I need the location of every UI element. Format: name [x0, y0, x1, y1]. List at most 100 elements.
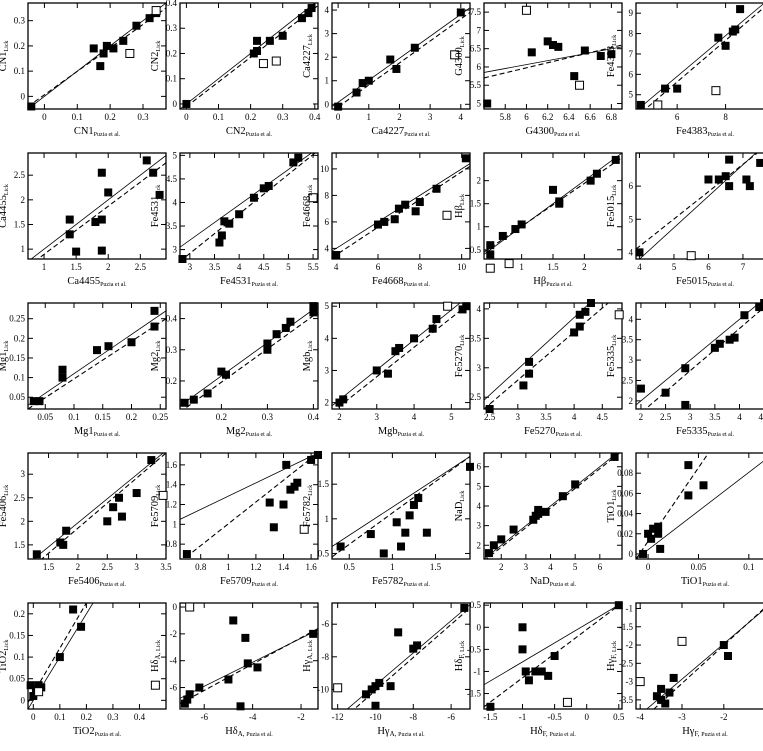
- solid-fit-line: [30, 155, 166, 259]
- data-point-filled: [65, 230, 74, 239]
- data-point-filled: [352, 88, 361, 97]
- data-point-filled: [656, 544, 665, 553]
- x-tick-label: 0.2: [105, 112, 116, 122]
- data-point-filled: [410, 334, 419, 343]
- y-tick-label: 3: [477, 521, 482, 531]
- dashed-fit-line: [353, 607, 470, 709]
- data-point-filled: [364, 76, 373, 85]
- dashed-fit-line: [644, 307, 763, 409]
- y-tick-label: -6: [170, 683, 178, 693]
- x-axis-label: G4300Puzia et al.: [525, 126, 581, 138]
- panel-2: 0 0.1 0.2 0.3 0.4 0 0.1 0.2 0.3 0.4 CN2Puzia et al…: [150, 0, 321, 138]
- data-point-filled: [654, 529, 663, 538]
- dashed-fit-line: [40, 453, 166, 559]
- y-axis-label: Mg2Lick: [150, 341, 162, 372]
- y-tick-label: 5: [629, 90, 634, 100]
- data-point-filled: [109, 503, 118, 512]
- data-point-filled: [279, 500, 288, 509]
- data-point-filled: [263, 339, 272, 348]
- data-point-filled: [661, 84, 670, 93]
- data-point-filled: [413, 641, 422, 650]
- y-tick-label: 1: [173, 519, 178, 529]
- data-point-filled: [307, 4, 316, 13]
- data-point-filled: [32, 550, 41, 559]
- x-tick-label: -6: [200, 712, 208, 722]
- x-tick-label: 0.5: [613, 712, 625, 722]
- y-tick-label: 0.2: [166, 48, 177, 58]
- y-tick-label: 3: [629, 355, 634, 365]
- data-point-filled: [721, 172, 730, 181]
- x-tick-label: 6: [524, 112, 529, 122]
- solid-fit-line: [484, 453, 618, 559]
- x-tick-label: 5: [573, 562, 578, 572]
- axes-frame: [483, 152, 623, 260]
- y-axis-label: Fe5406Lick: [0, 485, 10, 528]
- data-point-open: [158, 490, 168, 500]
- data-point-filled: [26, 681, 35, 690]
- panel-20: 0 0.05 0.1 0 0.02 0.04 0.06 0.08 TiO1Puzia et al…: [606, 452, 763, 588]
- x-tick-label: 6: [598, 562, 603, 572]
- y-tick-label: 0.2: [14, 41, 25, 51]
- data-point-filled: [745, 182, 754, 191]
- x-tick-label: 0.2: [126, 412, 137, 422]
- x-tick-label: 4: [737, 412, 742, 422]
- x-tick-label: 0.4: [134, 712, 146, 722]
- data-point-open: [333, 683, 343, 693]
- panel-10: 4 5 6 7 4 5 6 Fe5015Puzia et al. Fe5015Lick: [606, 152, 763, 288]
- data-point-filled: [386, 55, 395, 64]
- panel-19: 2 3 4 5 6 2 3 4 5 6 NaDPuzia et al. NaDLick: [454, 452, 623, 588]
- data-point-filled: [115, 493, 124, 502]
- data-point-filled: [714, 33, 723, 42]
- axes-frame: [331, 2, 471, 110]
- data-point-filled: [581, 307, 590, 316]
- x-tick-label: 0.4: [308, 412, 320, 422]
- x-tick-label: 4.5: [597, 412, 609, 422]
- data-point-filled: [334, 102, 343, 111]
- axes-frame: [483, 2, 623, 110]
- data-point-filled: [422, 528, 431, 537]
- data-point-filled: [93, 346, 101, 355]
- dashed-fit-line: [28, 318, 166, 409]
- axes-frame: [179, 152, 319, 260]
- y-tick-label: 0.3: [14, 16, 26, 26]
- x-axis-label: Fe5406Puzia et al.: [68, 576, 126, 588]
- dashed-fit-line: [485, 453, 621, 559]
- dashed-fit-line: [335, 303, 470, 409]
- data-point-open: [150, 680, 160, 690]
- x-tick-label: 0.3: [137, 112, 149, 122]
- x-axis-label: Fe4383Puzia et al.: [676, 126, 734, 138]
- y-tick-label: 6: [325, 217, 330, 227]
- dashed-fit-line: [644, 7, 763, 109]
- data-point-filled: [639, 549, 648, 558]
- data-point-filled: [405, 511, 414, 520]
- solid-fit-line: [484, 303, 591, 401]
- data-point-filled: [263, 345, 272, 354]
- data-point-filled: [681, 400, 690, 409]
- data-point-filled: [217, 367, 226, 376]
- y-tick-label: 2.5: [622, 375, 634, 385]
- y-tick-label: 4: [325, 243, 330, 253]
- x-axis-label: Fe5015Puzia et al.: [676, 276, 734, 288]
- y-tick-label: -1: [474, 666, 482, 676]
- data-point-filled: [497, 535, 506, 544]
- data-point-filled: [96, 62, 105, 71]
- panel-17: 0.8 1 1.2 1.4 1.6 0.8 1 1.2 1.4 1.6 Fe5709Puzia et…: [150, 450, 322, 588]
- x-tick-label: 0: [646, 562, 651, 572]
- x-tick-label: 0.1: [213, 112, 224, 122]
- x-axis-label: HδA, Puzia et al.: [225, 726, 273, 738]
- x-axis-label: CN2Puzia et al.: [226, 126, 273, 138]
- y-tick-label: 1: [21, 244, 26, 254]
- data-point-filled: [531, 667, 540, 676]
- x-tick-label: 7: [741, 262, 746, 272]
- data-point-filled: [183, 695, 192, 704]
- data-point-filled: [77, 622, 86, 631]
- data-point-filled: [62, 526, 71, 535]
- dashed-fit-line: [183, 311, 318, 409]
- data-point-filled: [486, 241, 495, 250]
- data-point-filled: [145, 14, 154, 23]
- y-axis-label: G4300Lick: [454, 36, 466, 76]
- y-tick-label: 2.5: [470, 392, 482, 402]
- data-point-filled: [269, 523, 278, 532]
- x-axis-label: Mg2Puzia et al.: [226, 426, 273, 438]
